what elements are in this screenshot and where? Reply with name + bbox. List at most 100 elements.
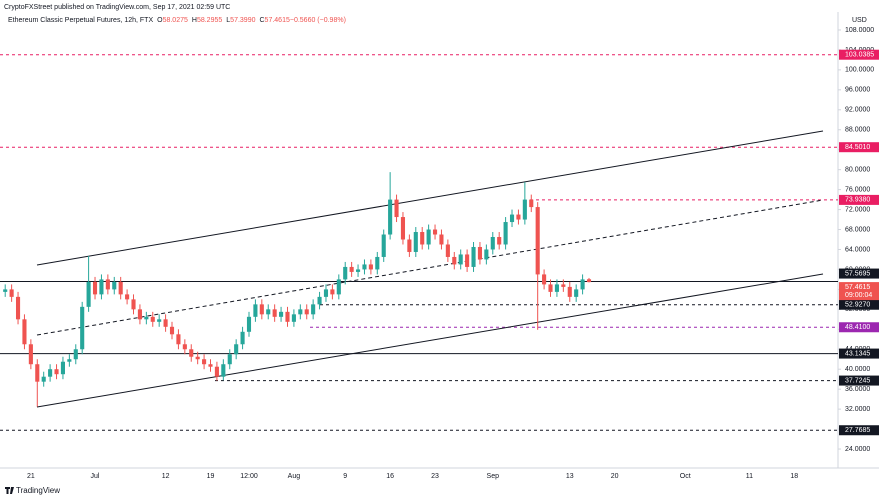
- candle-body: [432, 229, 438, 235]
- candle-body: [311, 304, 316, 315]
- readout-value: 58.2955: [197, 17, 222, 24]
- candle-body: [356, 269, 361, 272]
- candle-body: [509, 214, 515, 223]
- candle-body: [574, 289, 579, 297]
- x-tick-label: 16: [386, 473, 394, 480]
- candle-body: [9, 289, 14, 297]
- candle-body: [73, 349, 78, 360]
- candles: [3, 172, 592, 407]
- levels: [0, 54, 838, 431]
- candle-body: [144, 316, 149, 320]
- channel-upper: [36, 130, 824, 266]
- candle-body: [208, 364, 213, 367]
- candle-body: [291, 314, 296, 322]
- x-tick-label: 18: [790, 473, 798, 480]
- candle-body: [86, 281, 91, 307]
- candle-body: [3, 289, 8, 292]
- candle-body: [125, 294, 130, 300]
- candle-body: [471, 246, 476, 267]
- candle-body: [375, 256, 380, 270]
- y-tick-label: 64.0000: [845, 246, 870, 253]
- candle-body: [542, 274, 547, 285]
- countdown: 09:00:04: [845, 292, 872, 299]
- watermark: TradingView: [5, 486, 60, 495]
- candle-body: [381, 234, 386, 257]
- candle-body: [529, 199, 534, 208]
- candle-body: [67, 359, 72, 362]
- candle-body: [22, 319, 27, 345]
- candle-body: [202, 359, 207, 365]
- candle-body: [465, 254, 470, 267]
- candle-body: [92, 281, 98, 295]
- candle-body: [554, 284, 559, 292]
- candle-body: [182, 344, 187, 350]
- candle-body: [48, 369, 53, 377]
- candle-body: [259, 304, 264, 315]
- candle-body: [246, 316, 252, 332]
- candle-body: [176, 334, 181, 345]
- published-line: CryptoFXStreet published on TradingView.…: [4, 4, 230, 11]
- y-tick-label: 76.0000: [845, 186, 870, 193]
- candle-body: [163, 319, 168, 327]
- level-label: 73.9380: [845, 197, 870, 204]
- candle-body: [420, 232, 425, 245]
- level-label: 43.1345: [845, 350, 870, 357]
- candle-body: [407, 239, 412, 252]
- x-tick-label: 9: [343, 473, 347, 480]
- candle-body: [388, 199, 393, 235]
- y-tick-label: 100.0000: [845, 67, 874, 74]
- candle-body: [336, 279, 341, 295]
- candle-body: [368, 264, 373, 270]
- readout-key: O: [157, 17, 163, 24]
- candle-body: [452, 256, 457, 265]
- candle-body: [221, 364, 226, 377]
- readout-key: H: [192, 17, 197, 24]
- candle-body: [240, 331, 245, 345]
- level-label-box: [839, 322, 879, 333]
- x-tick-label: 21: [27, 473, 35, 480]
- symbol-line: Ethereum Classic Perpetual Futures, 12h,…: [8, 17, 346, 24]
- candle-body: [137, 309, 142, 320]
- x-tick-label: 13: [566, 473, 574, 480]
- candle-body: [522, 199, 527, 220]
- candle-body: [304, 309, 309, 315]
- candle-body: [227, 354, 232, 365]
- candle-body: [317, 296, 322, 305]
- candle-body: [323, 289, 329, 297]
- candle-body: [445, 244, 450, 257]
- y-tick-label: 96.0000: [845, 87, 870, 94]
- candle-body: [362, 264, 367, 270]
- x-tick-label: 20: [611, 473, 619, 480]
- y-tick-label: 88.0000: [845, 127, 870, 134]
- readout-value: −0.5660 (−0.98%): [290, 17, 346, 24]
- level-label-box: [839, 142, 879, 153]
- candle-body: [330, 289, 335, 295]
- x-tick-label: 11: [746, 473, 753, 480]
- candle-body: [298, 309, 303, 315]
- candle-body: [426, 229, 431, 245]
- x-tick-label: 19: [207, 473, 215, 480]
- level-label-box: [839, 49, 879, 60]
- candle-body: [41, 376, 46, 382]
- y-tick-label: 108.0000: [845, 27, 874, 34]
- candle-body: [105, 279, 110, 290]
- candle-body: [349, 266, 354, 272]
- candle-body: [189, 349, 194, 357]
- level-label: 37.7245: [845, 377, 870, 384]
- y-tick-label: 68.0000: [845, 226, 870, 233]
- current-price: 57.4615: [845, 284, 870, 291]
- y-tick-label: 40.0000: [845, 366, 870, 373]
- x-tick-label: Sep: [487, 473, 500, 480]
- candle-body: [279, 311, 284, 317]
- candle-body: [266, 309, 271, 315]
- y-tick-label: 72.0000: [845, 206, 870, 213]
- level-label-box: [839, 348, 879, 359]
- y-tick-label: 32.0000: [845, 406, 870, 413]
- candle-body: [80, 306, 85, 350]
- candle-body: [580, 279, 585, 290]
- x-tick-label: Oct: [680, 473, 691, 480]
- level-label: 48.4100: [845, 324, 870, 331]
- candle-body: [131, 299, 136, 310]
- candle-body: [343, 266, 348, 280]
- watermark-logo: [5, 487, 14, 494]
